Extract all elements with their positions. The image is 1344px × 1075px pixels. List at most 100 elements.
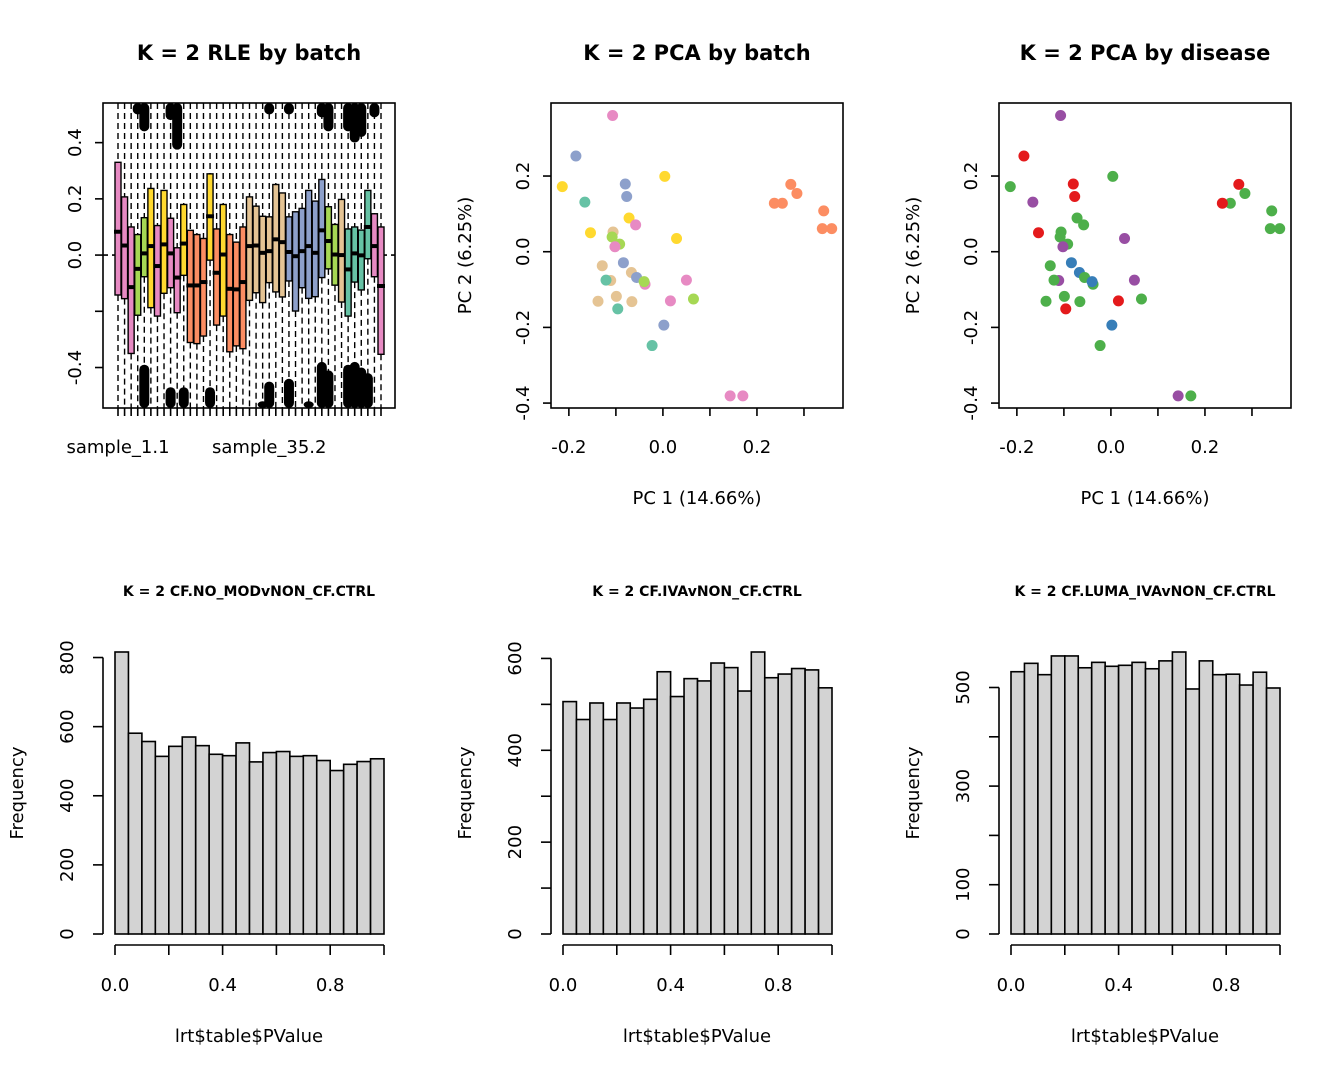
box [337,198,346,303]
data-point [659,170,671,182]
data-point [556,181,568,193]
panel-4: K = 2 CF.NO_MODvNON_CF.CTRL 0 200 400 600 800… [7,584,385,1047]
data-point [724,390,736,402]
histogram-bar [763,676,779,935]
histogram-bar [356,760,372,935]
box [311,200,319,298]
y-tick-label: 200 [505,825,526,859]
histogram-bar [141,740,157,935]
data-point [1018,150,1030,162]
y-tick-label: 400 [505,733,526,767]
data-point [1055,109,1067,121]
data-point [737,390,749,402]
x-tick-label: 0.8 [764,975,793,996]
box [357,229,365,291]
histogram-bar [262,751,278,935]
data-point [626,296,638,308]
histogram-bar [1185,688,1201,935]
x-tick-label: 0.4 [208,975,237,996]
histogram-bar [1225,673,1241,935]
box [160,189,168,295]
y-tick-label: -0.4 [961,386,982,421]
outlier-points [264,103,275,115]
data-point [1071,212,1083,224]
data-point [1032,227,1044,239]
data-point [1233,178,1245,190]
data-point [1060,303,1072,315]
y-tick-label: 0.4 [65,128,86,157]
box [245,196,254,302]
x-tick-label: -0.2 [999,437,1034,458]
outlier-points [172,103,183,150]
x-tick-label: 0.2 [1191,437,1220,458]
box [127,226,135,355]
data-point [1004,181,1016,193]
histogram-bar [1211,673,1227,935]
x-axis-label: lrt$table$PValue [1071,1026,1219,1047]
histogram-bar [221,754,237,935]
chart-title: K = 2 PCA by disease [1020,41,1271,65]
data-point [638,276,650,288]
histogram-bar [154,755,170,935]
y-tick-label: 0 [505,928,526,939]
histogram-bar [629,707,645,935]
x-axis-label: lrt$table$PValue [175,1026,323,1047]
data-point [612,303,624,315]
data-point [623,212,635,224]
histogram-bar [696,680,712,935]
histogram-bar [1238,684,1254,935]
y-tick-label: 500 [953,670,974,704]
x-tick-label: 0.0 [101,975,130,996]
histogram-bar [1104,665,1120,935]
box [232,241,241,347]
y-axis-label: Frequency [7,746,28,839]
y-axis-label: Frequency [455,746,476,839]
outlier-points [369,103,380,118]
y-tick-label: -0.4 [513,386,534,421]
chart-title: K = 2 RLE by batch [137,41,361,65]
x-tick-label: -0.2 [551,437,586,458]
histogram-bar [127,732,143,935]
data-point [680,274,692,286]
outlier-points [264,381,275,408]
y-tick-label: 0.2 [513,162,534,191]
panel-3: K = 2 PCA by disease -0.4 -0.2 0.0 0.2 -0.2 0.… [903,41,1292,509]
data-point [1027,196,1039,208]
data-point [1067,178,1079,190]
data-point [1264,223,1276,235]
chart-title: K = 2 PCA by batch [583,41,810,65]
data-point [818,205,830,217]
x-tick-label: 0.2 [743,437,772,458]
histogram-bar [817,687,833,935]
histogram-bar [750,651,766,935]
y-tick-label: 600 [57,709,78,743]
x-tick-label: 0.4 [1104,975,1133,996]
histogram-bar [1198,660,1214,935]
box [226,233,234,353]
x-tick-label: 0.0 [549,975,578,996]
data-point [791,187,803,199]
outlier-points [303,401,314,408]
data-point [664,295,676,307]
box [219,203,227,317]
data-point [1119,232,1131,244]
chart-title: K = 2 CF.LUMA_IVAvNON_CF.CTRL [1014,584,1275,600]
plot-frame [550,102,844,409]
data-point [1185,390,1197,402]
data-point [600,274,612,286]
data-point [671,232,683,244]
data-point [617,257,629,269]
data-point [826,223,838,235]
outlier-points [139,364,150,408]
plot-frame [102,102,396,409]
data-point [606,231,618,243]
histogram-bar [777,673,793,935]
histogram-bar [369,757,385,935]
histogram-bar [289,755,305,935]
data-point [1065,257,1077,269]
data-point [1057,241,1069,253]
histogram-bar [1131,661,1147,935]
data-point [1128,274,1140,286]
histogram-bar [790,667,806,935]
y-tick-label: 0.0 [961,237,982,266]
